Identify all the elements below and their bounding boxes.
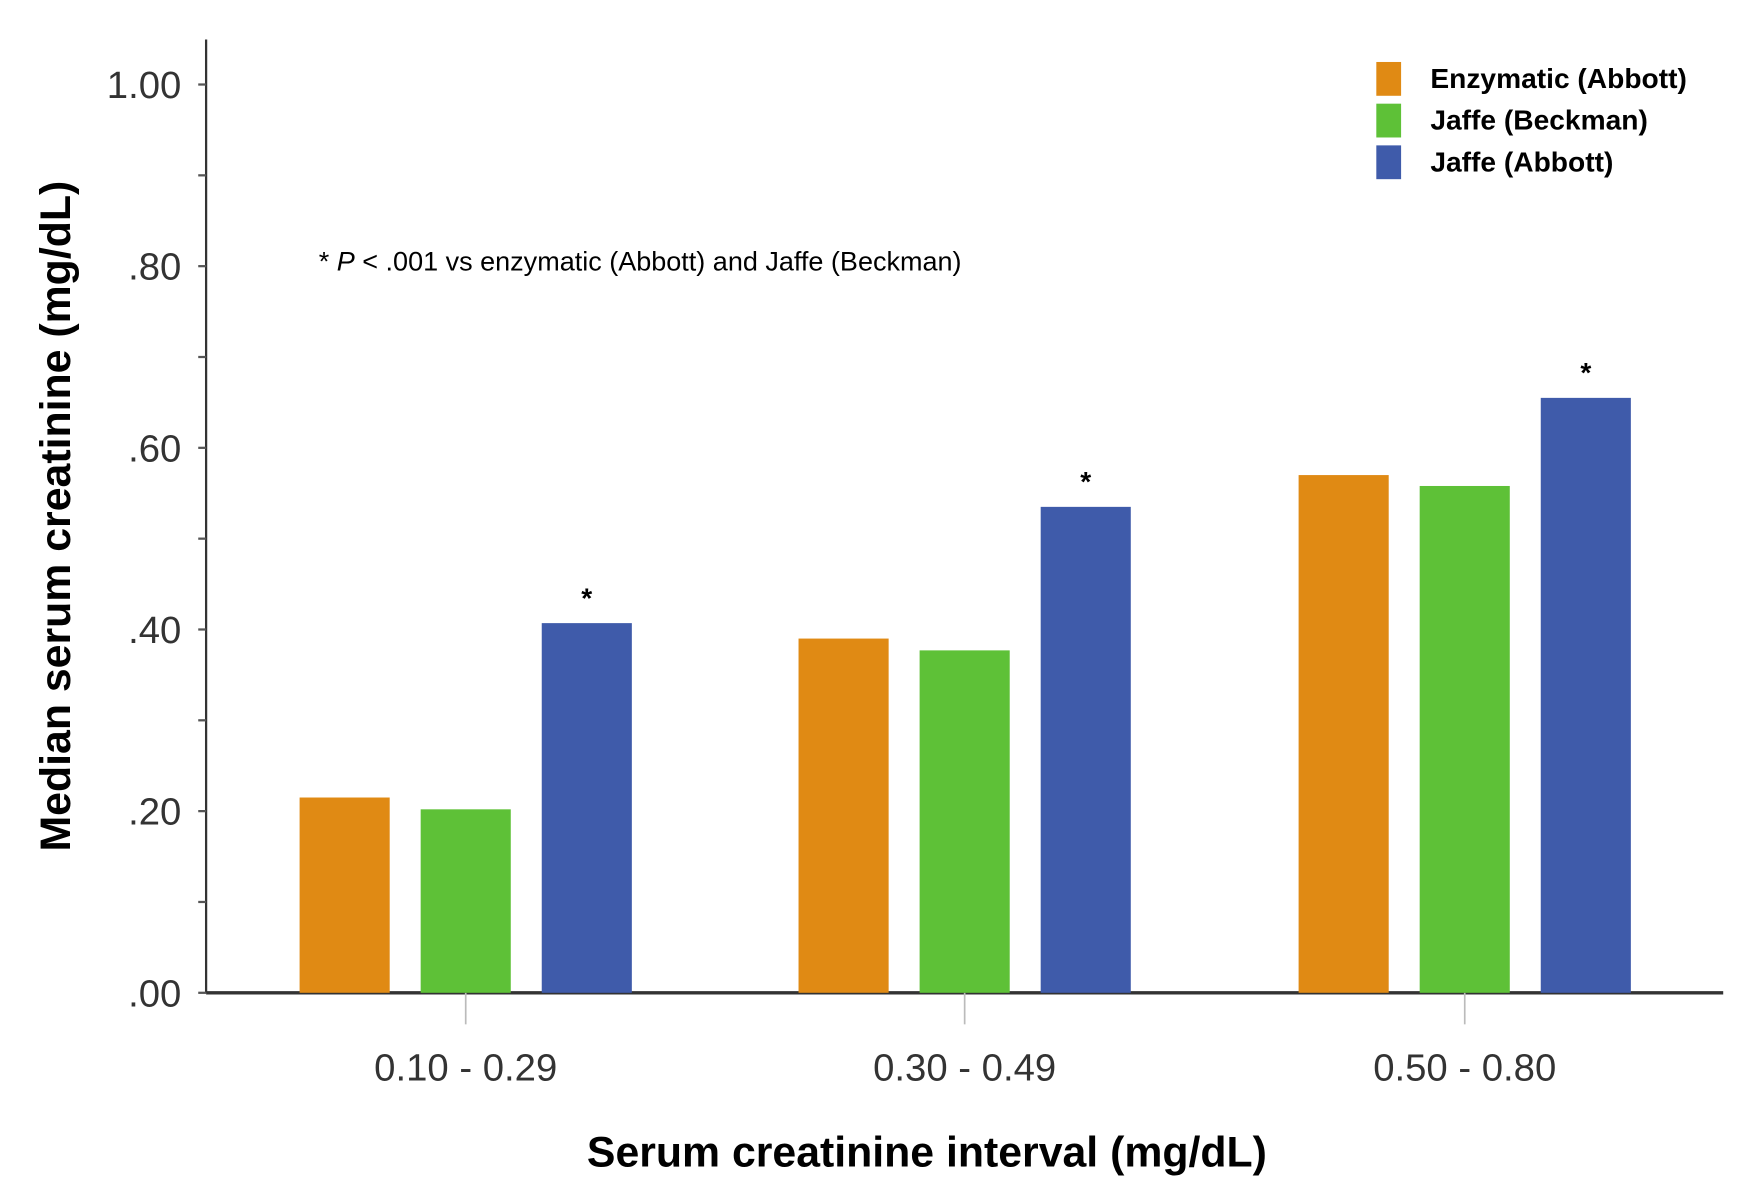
y-axis-label: Median serum creatinine (mg/dL) [32, 181, 80, 852]
x-tick-label: 0.10 - 0.29 [374, 1047, 557, 1090]
note-prefix: * [319, 246, 337, 276]
bar-jaffe-abbott--1 [1040, 506, 1131, 993]
y-tick-label: .60 [128, 427, 181, 470]
y-tick-label: .80 [128, 246, 181, 289]
x-tick-label: 0.50 - 0.80 [1373, 1047, 1556, 1090]
bars: * * * [299, 357, 1631, 993]
legend-label: Jaffe (Abbott) [1430, 146, 1613, 177]
legend-swatch [1376, 103, 1402, 138]
x-tick-label: 0.30 - 0.49 [873, 1047, 1056, 1090]
axes: .00 .20 .40 .60 .80 1.00 0.10 - 0.29 0.30 - 0.4… [107, 39, 1724, 1090]
bar-jaffe-beckman--2 [1419, 485, 1510, 993]
bar-enzymatic-abbott--2 [1298, 475, 1389, 993]
y-tick-label: .20 [128, 791, 181, 834]
significance-star: * [581, 582, 592, 613]
legend: Enzymatic (Abbott) Jaffe (Beckman) Jaffe (… [1376, 61, 1687, 180]
bar-enzymatic-abbott--1 [798, 638, 889, 993]
significance-star: * [1080, 466, 1091, 497]
legend-swatch [1376, 61, 1402, 96]
bar-jaffe-beckman--0 [420, 809, 511, 993]
legend-swatch [1376, 145, 1402, 180]
note-italic-p: P [337, 246, 355, 276]
y-tick-label: 1.00 [107, 64, 182, 107]
bar-jaffe-abbott--0 [541, 623, 632, 993]
legend-label: Jaffe (Beckman) [1430, 105, 1647, 136]
legend-label: Enzymatic (Abbott) [1430, 63, 1686, 94]
bar-jaffe-abbott--2 [1540, 397, 1631, 993]
significance-star: * [1580, 357, 1591, 388]
bar-jaffe-beckman--1 [919, 650, 1010, 993]
y-tick-label: .40 [128, 609, 181, 652]
y-tick-label: .00 [128, 972, 181, 1015]
significance-note: * P < .001 vs enzymatic (Abbott) and Jaf… [319, 246, 962, 276]
bar-enzymatic-abbott--0 [299, 797, 390, 993]
x-axis-label: Serum creatinine interval (mg/dL) [587, 1128, 1267, 1176]
note-rest: < .001 vs enzymatic (Abbott) and Jaffe (… [355, 246, 962, 276]
